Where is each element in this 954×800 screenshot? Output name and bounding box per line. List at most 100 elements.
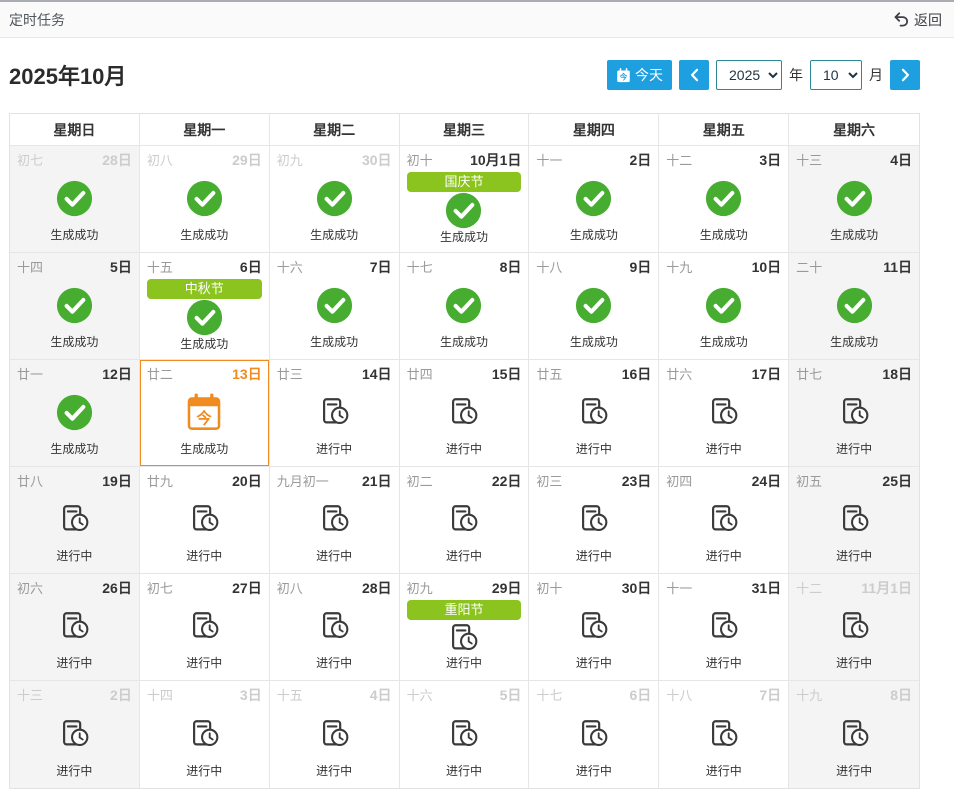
lunar-date-label: 初十: [536, 581, 563, 596]
status-icon-wrap: [317, 704, 352, 763]
day-cell[interactable]: 十一 31日 进行中: [659, 574, 790, 681]
day-cell[interactable]: 廿三 14日 进行中: [269, 360, 400, 467]
day-cell[interactable]: 十六 7日 生成成功: [269, 253, 400, 360]
chevron-right-icon: [901, 68, 909, 82]
day-cell[interactable]: 二十 11日 生成成功: [789, 253, 919, 360]
today-button-calendar-icon: 今: [617, 67, 630, 82]
today-button[interactable]: 今 今天: [607, 60, 672, 90]
day-cell[interactable]: 初十 30日 进行中: [529, 574, 660, 681]
success-check-icon: [576, 180, 612, 216]
day-cell[interactable]: 初八 29日 生成成功: [139, 146, 270, 253]
weekday-header-saturday: 星期六: [789, 114, 919, 146]
status-label: 生成成功: [830, 335, 879, 349]
day-cell[interactable]: 十五 4日 进行中: [269, 681, 400, 788]
day-cell[interactable]: 初九 30日 生成成功: [269, 146, 400, 253]
lunar-date-label: 十二: [796, 581, 823, 596]
day-cell[interactable]: 廿七 18日 进行中: [789, 360, 919, 467]
day-cell-header: 十七 8日: [407, 259, 522, 276]
day-cell[interactable]: 十九 8日 进行中: [789, 681, 919, 788]
day-cell[interactable]: 初二 22日 进行中: [399, 467, 530, 574]
in-progress-file-clock-icon: [842, 398, 868, 424]
day-cell[interactable]: 廿六 17日 进行中: [659, 360, 790, 467]
day-cell[interactable]: 廿一 12日 生成成功: [10, 360, 140, 467]
status-label: 进行中: [56, 656, 93, 670]
in-progress-file-clock-icon: [842, 612, 868, 638]
status-label: 生成成功: [310, 335, 359, 349]
day-cell[interactable]: 廿五 16日 进行中: [529, 360, 660, 467]
status-label: 进行中: [316, 549, 353, 563]
day-cell[interactable]: 十二 3日 生成成功: [659, 146, 790, 253]
day-cell[interactable]: 廿四 15日 进行中: [399, 360, 530, 467]
year-select[interactable]: 2025: [716, 60, 782, 90]
day-cell[interactable]: 初七 27日 进行中: [139, 574, 270, 681]
day-cell[interactable]: 初四 24日 进行中: [659, 467, 790, 574]
day-cell[interactable]: 十九 10日 生成成功: [659, 253, 790, 360]
day-cell[interactable]: 廿八 19日 进行中: [10, 467, 140, 574]
weekday-header-wednesday: 星期三: [399, 114, 530, 146]
day-cell[interactable]: 初九 29日 重阳节 进行中: [399, 574, 530, 681]
weekday-header-friday: 星期五: [659, 114, 790, 146]
prev-month-button[interactable]: [679, 60, 709, 90]
status-icon-wrap: [576, 704, 611, 763]
status-label: 生成成功: [569, 335, 618, 349]
day-cell[interactable]: 初三 23日 进行中: [529, 467, 660, 574]
day-cell[interactable]: 十三 4日 生成成功: [789, 146, 919, 253]
success-check-icon: [56, 394, 92, 430]
status-icon-wrap: [706, 704, 741, 763]
date-controls: 今 今天 2025 年 10 月: [607, 60, 920, 90]
day-cell-header: 初九 30日: [277, 152, 392, 169]
lunar-date-label: 廿三: [276, 367, 303, 382]
day-cell[interactable]: 十四 3日 进行中: [139, 681, 270, 788]
lunar-date-label: 十六: [406, 688, 433, 703]
day-cell[interactable]: 十二 11月1日 进行中: [789, 574, 919, 681]
lunar-date-label: 廿四: [406, 367, 433, 382]
status-icon-wrap: [445, 276, 482, 334]
solar-date-label: 20日: [232, 473, 262, 489]
day-cell[interactable]: 十八 9日 生成成功: [529, 253, 660, 360]
day-cell[interactable]: 廿二 13日 今 生成成功: [139, 360, 270, 467]
lunar-date-label: 二十: [796, 260, 823, 275]
lunar-date-label: 十九: [666, 260, 693, 275]
day-cell[interactable]: 初八 28日 进行中: [269, 574, 400, 681]
status-label: 进行中: [575, 549, 612, 563]
day-cell[interactable]: 廿九 20日 进行中: [139, 467, 270, 574]
status-label: 进行中: [575, 764, 612, 778]
day-cell[interactable]: 十四 5日 生成成功: [10, 253, 140, 360]
month-select[interactable]: 10: [810, 60, 862, 90]
lunar-date-label: 十九: [796, 688, 823, 703]
next-month-button[interactable]: [890, 60, 920, 90]
lunar-date-label: 初八: [146, 153, 173, 168]
status-icon-wrap: [576, 490, 611, 548]
day-cell[interactable]: 初六 26日 进行中: [10, 574, 140, 681]
day-cell-header: 十九 8日: [796, 687, 912, 704]
in-progress-file-clock-icon: [842, 719, 868, 746]
status-label: 进行中: [316, 656, 353, 670]
status-label: 生成成功: [180, 442, 229, 456]
weekday-header-tuesday: 星期二: [269, 114, 400, 146]
day-cell[interactable]: 十一 2日 生成成功: [529, 146, 660, 253]
day-cell-header: 廿二 13日: [147, 366, 262, 383]
status-label: 进行中: [186, 656, 223, 670]
day-cell[interactable]: 初十 10月1日 国庆节 生成成功: [399, 146, 530, 253]
day-cell[interactable]: 十六 5日 进行中: [399, 681, 530, 788]
back-button-label: 返回: [914, 11, 942, 28]
day-cell[interactable]: 十七 6日 进行中: [529, 681, 660, 788]
back-button[interactable]: 返回: [893, 10, 942, 30]
day-cell[interactable]: 初七 28日 生成成功: [10, 146, 140, 253]
solar-date-label: 13日: [232, 366, 262, 382]
day-cell-header: 十四 3日: [147, 687, 262, 704]
day-cell[interactable]: 九月初一 21日 进行中: [269, 467, 400, 574]
lunar-date-label: 初四: [666, 474, 693, 489]
day-cell[interactable]: 十八 7日 进行中: [659, 681, 790, 788]
solar-date-label: 30日: [361, 152, 392, 168]
status-label: 生成成功: [439, 230, 488, 244]
day-cell[interactable]: 初五 25日 进行中: [789, 467, 919, 574]
success-check-icon: [316, 180, 352, 216]
day-cell[interactable]: 十五 6日 中秋节 生成成功: [139, 253, 270, 360]
day-cell-header: 廿九 20日: [147, 473, 262, 490]
in-progress-file-clock-icon: [582, 612, 608, 638]
day-cell[interactable]: 十三 2日 进行中: [10, 681, 140, 788]
lunar-date-label: 初九: [406, 581, 433, 596]
day-cell[interactable]: 十七 8日 生成成功: [399, 253, 530, 360]
status-icon-wrap: [316, 169, 353, 227]
